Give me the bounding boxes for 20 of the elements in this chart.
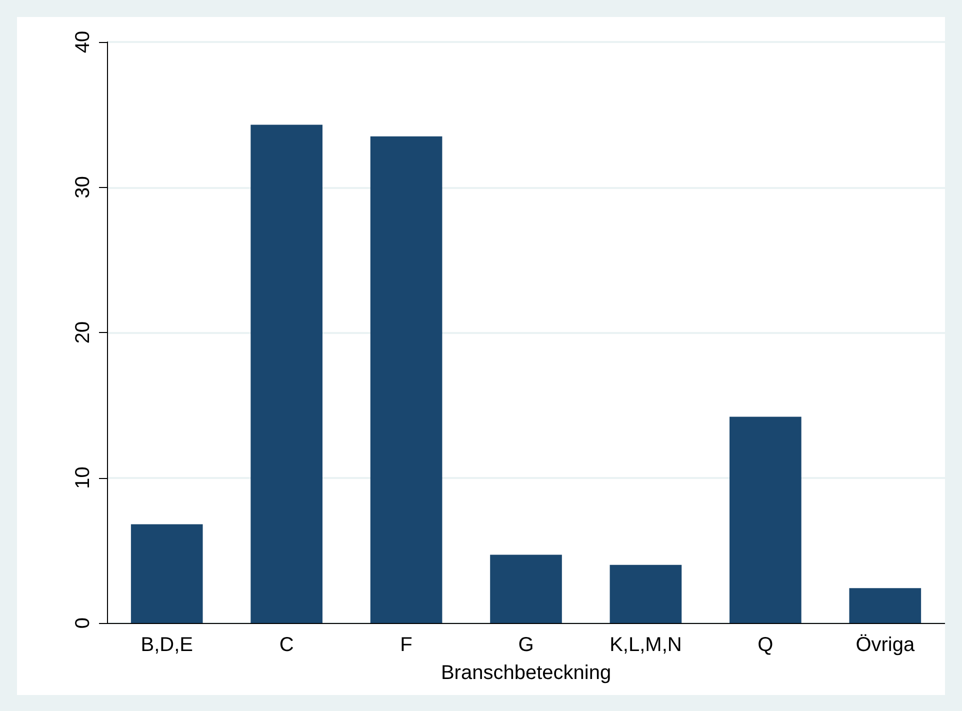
x-tick-label: Q — [758, 634, 774, 656]
x-axis-title: Branschbeteckning — [440, 662, 612, 684]
y-tick-label: 20 — [72, 321, 94, 344]
y-tick-label: 10 — [72, 466, 94, 489]
bar — [370, 136, 442, 623]
bar — [250, 124, 322, 623]
y-tick-label: 30 — [72, 176, 94, 198]
y-tick-label: 40 — [72, 30, 94, 54]
x-tick-label: K,L,M,N — [610, 634, 682, 656]
y-tick-label: 0 — [72, 617, 94, 629]
bar — [490, 554, 562, 623]
x-tick-label: C — [279, 634, 294, 656]
bar — [849, 588, 922, 623]
x-tick-label: B,D,E — [140, 634, 193, 656]
bar — [610, 564, 682, 623]
x-tick-label: Övriga — [856, 634, 916, 656]
x-tick-label: G — [518, 634, 534, 656]
bar — [730, 416, 802, 623]
bar — [130, 524, 203, 623]
x-tick-label: F — [400, 634, 412, 656]
